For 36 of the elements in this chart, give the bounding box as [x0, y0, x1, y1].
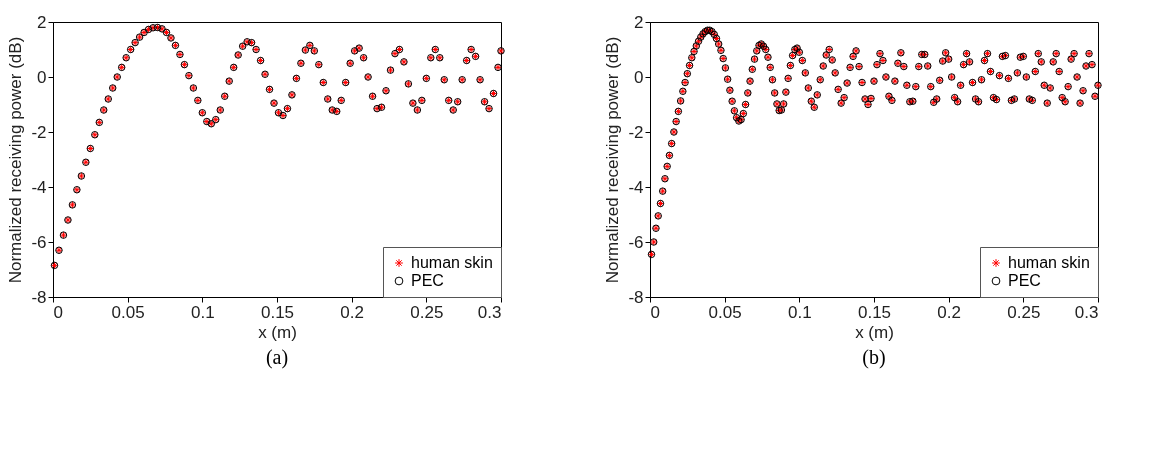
- legend-label: human skin: [1008, 254, 1090, 271]
- x-axis-title: x (m): [258, 322, 297, 342]
- y-tick-label: -2: [31, 122, 47, 142]
- x-tick-label: 0.2: [340, 302, 364, 322]
- y-tick-label: -4: [628, 177, 644, 197]
- y-tick-label: 0: [634, 67, 644, 87]
- y-tick-label: 2: [634, 12, 644, 32]
- x-tick-label: 0.1: [191, 302, 215, 322]
- legend-label: PEC: [1008, 272, 1041, 289]
- x-tick-label: 0.1: [788, 302, 812, 322]
- y-axis-title: Normalized receiving power (dB): [6, 36, 26, 284]
- y-tick-label: 2: [37, 12, 47, 32]
- y-tick-label: -8: [628, 287, 644, 307]
- y-tick-label: 0: [37, 67, 47, 87]
- x-tick-label: 0.05: [708, 302, 742, 322]
- y-tick-label: -6: [628, 232, 644, 252]
- y-axis-title: Normalized receiving power (dB): [603, 36, 623, 284]
- legend-label: human skin: [411, 254, 493, 271]
- x-tick-label: 0: [53, 302, 63, 322]
- x-tick-label: 0.3: [477, 302, 502, 322]
- y-tick-label: -4: [31, 177, 47, 197]
- x-axis-title: x (m): [855, 322, 894, 342]
- x-tick-label: 0.3: [1074, 302, 1099, 322]
- y-tick-label: -6: [31, 232, 47, 252]
- y-tick-label: -8: [31, 287, 47, 307]
- y-tick-label: -2: [628, 122, 644, 142]
- text: (a): [265, 346, 289, 369]
- x-tick-label: 0.25: [410, 302, 444, 322]
- legend-label: PEC: [411, 272, 444, 289]
- x-tick-label: 0: [650, 302, 660, 322]
- text: (b): [862, 346, 886, 369]
- x-tick-label: 0.15: [857, 302, 892, 322]
- x-tick-label: 0.2: [937, 302, 961, 322]
- x-tick-label: 0.25: [1007, 302, 1041, 322]
- x-tick-label: 0.15: [260, 302, 295, 322]
- x-tick-label: 0.05: [111, 302, 145, 322]
